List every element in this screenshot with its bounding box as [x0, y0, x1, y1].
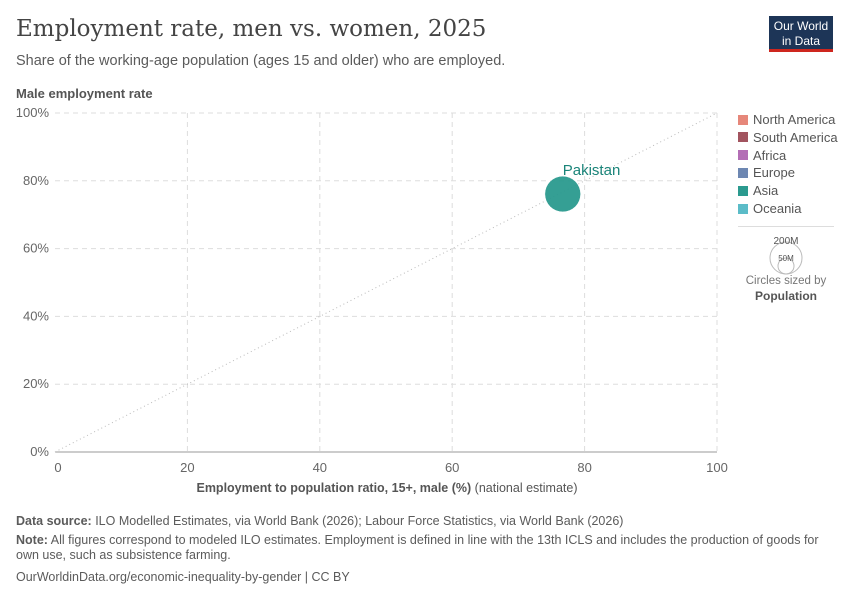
note: Note: All figures correspond to modeled …	[16, 533, 836, 563]
y-axis-label: Male employment rate	[16, 86, 153, 101]
legend-swatch	[738, 203, 748, 214]
source-text: ILO Modelled Estimates, via World Bank (…	[91, 514, 624, 528]
legend-label: Asia	[753, 183, 779, 199]
x-axis-label: Employment to population ratio, 15+, mal…	[0, 481, 774, 495]
legend-label: North America	[753, 112, 836, 127]
x-tick-label: 60	[445, 460, 459, 475]
y-tick-label: 0%	[30, 444, 49, 459]
size-legend-large: 200M	[773, 236, 798, 247]
legend-item[interactable]: Oceania	[738, 201, 801, 216]
chart-title: Employment rate, men vs. women, 2025	[16, 16, 487, 42]
y-tick-label: 100%	[16, 105, 50, 120]
chart-subtitle: Share of the working-age population (age…	[16, 53, 506, 69]
size-legend-caption: Circles sized by	[745, 275, 827, 287]
x-tick-label: 0	[54, 460, 61, 475]
legend-label: South America	[753, 129, 838, 145]
note-text: All figures correspond to modeled ILO es…	[16, 533, 819, 562]
note-label: Note:	[16, 533, 48, 547]
size-legend-circles: 200M 50M	[738, 236, 834, 276]
legend-label: Oceania	[753, 201, 802, 216]
size-legend-variable: Population	[755, 289, 817, 303]
legend-item[interactable]: South America	[738, 130, 838, 145]
legend-item[interactable]: Europe	[738, 165, 795, 180]
legend-swatch	[738, 150, 748, 161]
x-tick-label: 20	[180, 460, 194, 475]
x-tick-label: 40	[313, 460, 327, 475]
size-legend-small: 50M	[778, 254, 794, 263]
data-point-label: Pakistan	[563, 162, 621, 179]
source-label: Data source:	[16, 514, 92, 528]
footer-url[interactable]: OurWorldinData.org/economic-inequality-b…	[16, 570, 350, 584]
owid-logo[interactable]: Our World in Data	[769, 16, 833, 52]
x-tick-label: 100	[706, 460, 728, 475]
y-tick-label: 60%	[23, 241, 49, 256]
legend-label: Africa	[753, 147, 787, 163]
legend-swatch	[738, 132, 748, 143]
legend-item[interactable]: Africa	[738, 148, 786, 163]
y-tick-label: 20%	[23, 376, 49, 391]
legend-swatch	[738, 114, 748, 125]
x-axis-label-main: Employment to population ratio, 15+, mal…	[196, 481, 472, 495]
data-point	[544, 175, 581, 213]
legend-item[interactable]: North America	[738, 112, 835, 127]
x-tick-label: 80	[577, 460, 591, 475]
y-tick-label: 40%	[23, 308, 49, 323]
legend-swatch	[738, 185, 748, 196]
legend-swatch	[738, 167, 748, 178]
legend-item[interactable]: Asia	[738, 183, 778, 198]
y-tick-label: 80%	[23, 173, 49, 188]
data-source: Data source: ILO Modelled Estimates, via…	[16, 514, 836, 529]
legend-label: Europe	[753, 165, 795, 181]
x-axis-label-note: (national estimate)	[471, 481, 578, 495]
